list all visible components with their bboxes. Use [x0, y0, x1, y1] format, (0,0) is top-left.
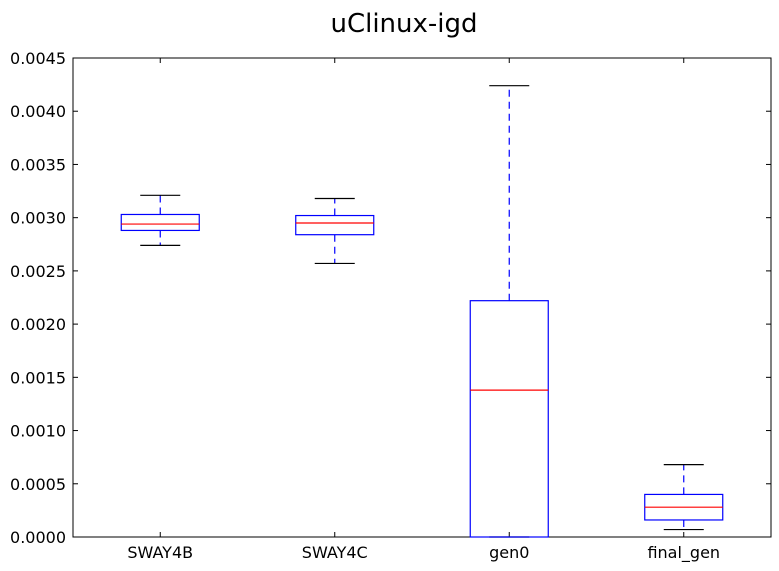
y-tick-label: 0.0005 [10, 475, 66, 494]
box-gen0 [469, 300, 549, 538]
chart-title: uClinux-igd [330, 9, 477, 39]
y-tick-label: 0.0015 [10, 368, 66, 387]
y-tick-label: 0.0030 [10, 209, 66, 228]
y-tick-label: 0.0045 [10, 49, 66, 68]
y-tick-label: 0.0035 [10, 155, 66, 174]
plot-frame [72, 57, 772, 538]
x-tick-label: SWAY4B [127, 543, 193, 562]
y-tick-label: 0.0020 [10, 315, 66, 334]
box-SWAY4B [120, 213, 200, 232]
y-tick-label: 0.0025 [10, 262, 66, 281]
x-tick-label: final_gen [647, 543, 720, 563]
y-tick-label: 0.0010 [10, 422, 66, 441]
y-tick-label: 0.0000 [10, 528, 66, 547]
box-SWAY4C [295, 214, 375, 236]
plot-area: 0.0000 0.0005 0.0010 0.0015 0.0020 0.0025 0.00… [10, 49, 772, 563]
y-tick-label: 0.0040 [10, 102, 66, 121]
x-tick-label: SWAY4C [302, 543, 368, 562]
x-tick-label: gen0 [489, 543, 529, 562]
